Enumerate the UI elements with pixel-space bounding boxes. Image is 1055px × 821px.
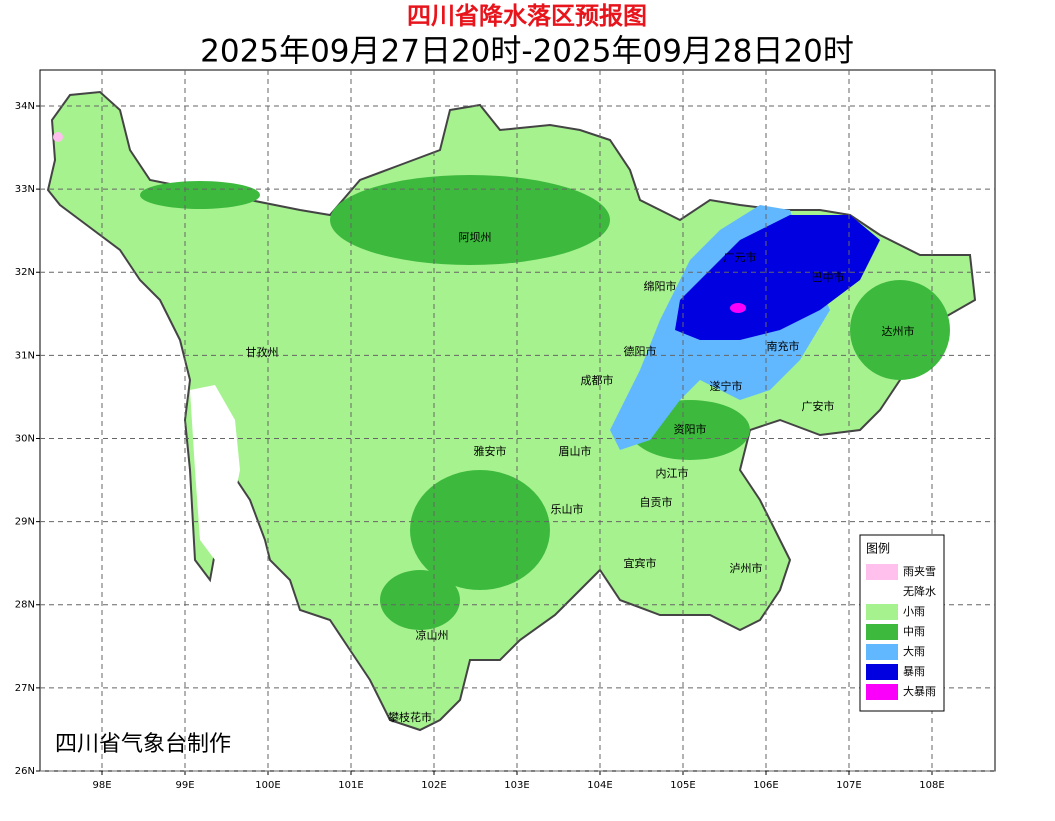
city-label: 巴中市 bbox=[812, 270, 845, 284]
y-tick-label: 31N bbox=[15, 350, 35, 361]
city-label: 资阳市 bbox=[674, 422, 707, 436]
city-label: 南充市 bbox=[767, 339, 800, 353]
legend-swatch bbox=[866, 644, 898, 660]
legend-swatch bbox=[866, 584, 898, 600]
moderate-rain bbox=[410, 470, 550, 590]
title: 四川省降水落区预报图 bbox=[407, 2, 647, 30]
city-label: 乐山市 bbox=[551, 502, 584, 516]
legend-label: 雨夹雪 bbox=[903, 565, 936, 578]
x-tick-label: 101E bbox=[338, 780, 363, 791]
x-tick-label: 105E bbox=[670, 780, 695, 791]
legend-label: 大雨 bbox=[903, 644, 925, 658]
city-label: 阿坝州 bbox=[459, 230, 492, 244]
legend-swatch bbox=[866, 624, 898, 640]
city-label: 雅安市 bbox=[474, 444, 507, 458]
legend-label: 大暴雨 bbox=[903, 684, 936, 698]
moderate-rain bbox=[140, 181, 260, 209]
city-label: 广安市 bbox=[802, 399, 835, 413]
city-label: 达州市 bbox=[882, 324, 915, 338]
y-tick-label: 26N bbox=[15, 766, 35, 777]
moderate-rain bbox=[330, 175, 610, 265]
city-label: 凉山州 bbox=[416, 628, 449, 642]
y-tick-label: 32N bbox=[15, 267, 35, 278]
city-label: 宜宾市 bbox=[624, 556, 657, 570]
legend-title: 图例 bbox=[866, 542, 890, 556]
subtitle: 2025年09月27日20时-2025年09月28日20时 bbox=[200, 34, 854, 70]
city-label: 攀枝花市 bbox=[388, 710, 432, 724]
legend-label: 暴雨 bbox=[903, 665, 925, 678]
x-tick-label: 107E bbox=[836, 780, 861, 791]
city-label: 眉山市 bbox=[559, 444, 592, 458]
legend-swatch bbox=[866, 684, 898, 700]
y-tick-label: 30N bbox=[15, 433, 35, 444]
x-tick-label: 102E bbox=[421, 780, 446, 791]
city-label: 甘孜州 bbox=[246, 345, 279, 359]
moderate-rain bbox=[380, 570, 460, 630]
x-tick-label: 99E bbox=[175, 780, 194, 791]
city-label: 泸州市 bbox=[730, 561, 763, 575]
y-tick-label: 34N bbox=[15, 101, 35, 112]
x-tick-label: 98E bbox=[92, 780, 111, 791]
legend-label: 无降水 bbox=[903, 584, 936, 598]
legend-swatch bbox=[866, 664, 898, 680]
legend-swatch bbox=[866, 564, 898, 580]
y-tick-label: 28N bbox=[15, 600, 35, 611]
x-tick-label: 108E bbox=[919, 780, 944, 791]
legend-swatch bbox=[866, 604, 898, 620]
legend-label: 小雨 bbox=[903, 605, 925, 618]
city-label: 绵阳市 bbox=[644, 279, 677, 293]
heavy-rainstorm bbox=[730, 303, 746, 313]
precip-areas bbox=[46, 90, 977, 732]
sleet bbox=[53, 132, 63, 142]
credit: 四川省气象台制作 bbox=[55, 732, 231, 757]
y-tick-label: 29N bbox=[15, 517, 35, 528]
city-label: 遂宁市 bbox=[710, 379, 743, 393]
city-label: 广元市 bbox=[724, 250, 757, 264]
city-label: 德阳市 bbox=[624, 344, 657, 358]
x-tick-label: 100E bbox=[255, 780, 280, 791]
x-tick-label: 104E bbox=[587, 780, 612, 791]
dry-area bbox=[190, 385, 240, 560]
legend-label: 中雨 bbox=[903, 625, 925, 638]
y-tick-label: 27N bbox=[15, 683, 35, 694]
y-tick-label: 33N bbox=[15, 184, 35, 195]
grid: 98E 99E 100E 101E 102E 103E 104E 105E 106E 107E 10… bbox=[15, 70, 995, 791]
city-label: 内江市 bbox=[656, 466, 689, 480]
x-tick-label: 103E bbox=[504, 780, 529, 791]
x-tick-label: 106E bbox=[753, 780, 778, 791]
city-label: 自贡市 bbox=[640, 495, 673, 509]
rainstorm bbox=[675, 215, 880, 340]
city-label: 成都市 bbox=[581, 373, 614, 387]
